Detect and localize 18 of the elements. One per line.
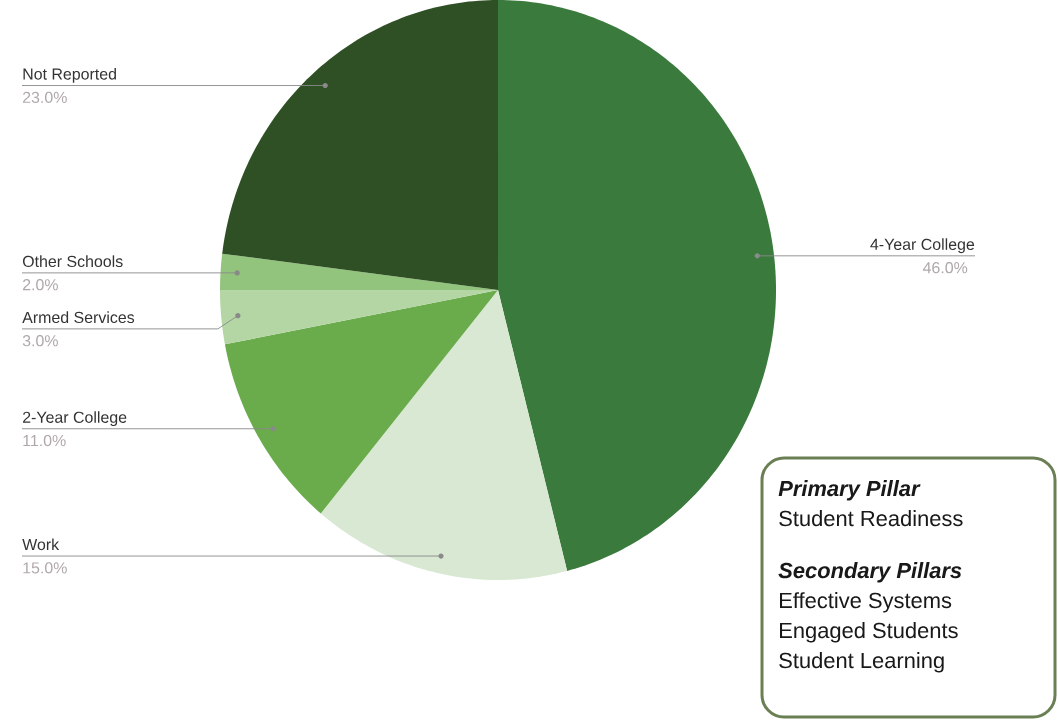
data-label: 3.0% <box>22 335 58 347</box>
text: Secondary Pillars <box>778 562 962 583</box>
data-label: 23.0% <box>23 91 67 104</box>
data-label: 2.0% <box>23 279 58 291</box>
slice-label: 2-Year College <box>23 411 127 427</box>
slice-label: 4-Year College <box>870 238 975 254</box>
text: Student Learning <box>779 652 944 673</box>
text: Student Readiness <box>779 510 963 527</box>
data-label: 15.0% <box>23 562 67 574</box>
text: Engaged Students <box>780 622 958 643</box>
slice-label: Armed Services <box>22 311 135 324</box>
text: Effective Systems <box>780 592 952 613</box>
data-label: 11.0% <box>23 434 66 447</box>
slice-label: Work <box>22 538 60 551</box>
text: Primary Pillar <box>778 480 921 501</box>
data-label: 46.0% <box>922 262 968 274</box>
slice-label: Other Schools <box>22 255 123 268</box>
slice-label: Not Reported <box>23 67 116 83</box>
